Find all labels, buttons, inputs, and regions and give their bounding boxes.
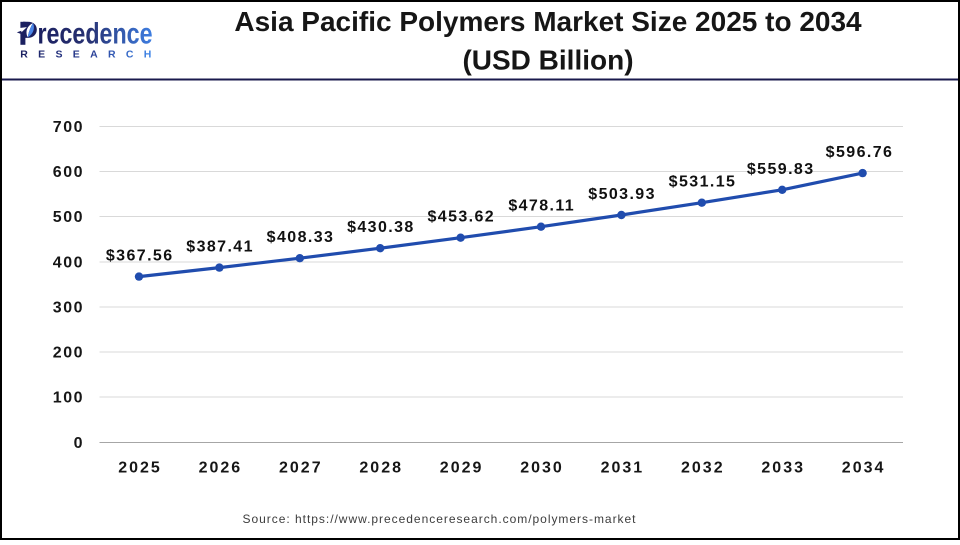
svg-text:2033: 2033 bbox=[761, 460, 805, 477]
svg-text:(USD Billion): (USD Billion) bbox=[462, 45, 633, 76]
svg-text:$408.33: $408.33 bbox=[267, 229, 335, 246]
svg-text:700: 700 bbox=[53, 119, 84, 136]
svg-text:500: 500 bbox=[53, 209, 84, 226]
svg-text:2027: 2027 bbox=[279, 460, 323, 477]
svg-text:2032: 2032 bbox=[681, 460, 725, 477]
svg-text:2026: 2026 bbox=[199, 460, 243, 477]
svg-text:400: 400 bbox=[53, 254, 84, 271]
svg-text:100: 100 bbox=[53, 390, 84, 407]
svg-text:$596.76: $596.76 bbox=[826, 144, 894, 161]
svg-text:0: 0 bbox=[74, 435, 84, 452]
svg-text:Source: https://www.precedence: Source: https://www.precedenceresearch.c… bbox=[243, 512, 637, 526]
svg-text:600: 600 bbox=[53, 164, 84, 181]
svg-text:$387.41: $387.41 bbox=[186, 239, 254, 256]
svg-text:2028: 2028 bbox=[359, 460, 403, 477]
svg-text:2029: 2029 bbox=[440, 460, 484, 477]
svg-text:recedence: recedence bbox=[38, 17, 153, 50]
svg-text:$478.11: $478.11 bbox=[508, 198, 575, 215]
svg-text:$453.62: $453.62 bbox=[427, 209, 495, 226]
svg-text:200: 200 bbox=[53, 345, 84, 362]
svg-text:Asia Pacific Polymers Market S: Asia Pacific Polymers Market Size 2025 t… bbox=[234, 6, 862, 37]
svg-text:$430.38: $430.38 bbox=[347, 219, 415, 236]
svg-text:2031: 2031 bbox=[601, 460, 645, 477]
svg-text:$367.56: $367.56 bbox=[106, 248, 174, 265]
svg-text:2034: 2034 bbox=[842, 460, 886, 477]
svg-text:$503.93: $503.93 bbox=[588, 186, 656, 203]
svg-text:2025: 2025 bbox=[118, 460, 162, 477]
svg-text:$559.83: $559.83 bbox=[747, 161, 815, 178]
svg-text:$531.15: $531.15 bbox=[669, 174, 737, 191]
svg-text:300: 300 bbox=[53, 299, 84, 316]
svg-text:2030: 2030 bbox=[520, 460, 564, 477]
